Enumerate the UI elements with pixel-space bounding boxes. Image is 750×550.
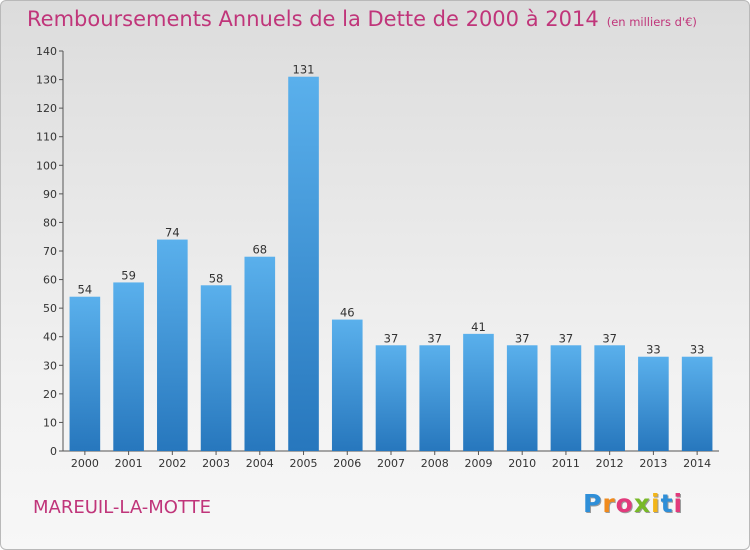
x-tick-label: 2009 (464, 457, 492, 470)
bar (550, 345, 582, 451)
bars (69, 76, 713, 451)
bar (638, 356, 669, 451)
bar (463, 333, 494, 451)
data-label: 46 (340, 306, 355, 320)
x-tick-label: 2005 (290, 457, 318, 470)
location-name: MAREUIL-LA-MOTTE (33, 497, 212, 518)
data-label: 37 (515, 331, 530, 345)
y-axis: 0 10 20 30 40 50 60 70 80 90 100 110 120 130 140 (36, 45, 64, 458)
data-label: 37 (559, 331, 574, 345)
x-tick-label: 2013 (639, 457, 667, 470)
x-tick-label: 2006 (333, 457, 361, 470)
bar (681, 356, 713, 451)
x-tick-label: 2007 (377, 457, 405, 470)
chart-subtitle: (en milliers d'€) (606, 15, 697, 29)
data-label: 41 (471, 320, 486, 334)
bar (419, 345, 451, 451)
bar (594, 345, 625, 451)
data-label: 37 (602, 331, 617, 345)
data-label: 33 (646, 343, 661, 357)
data-label: 68 (252, 243, 267, 257)
x-tick-label: 2001 (115, 457, 143, 470)
bar (200, 285, 232, 451)
value-labels: 54 59 74 58 68 131 46 37 37 41 37 37 37 33 33 (78, 63, 705, 357)
logo-letter: r (602, 489, 616, 518)
chart-title: Remboursements Annuels de la Dette de 20… (27, 7, 599, 31)
bar (331, 319, 363, 451)
bar (506, 345, 538, 451)
bar (375, 345, 407, 451)
y-tick-label: 0 (50, 445, 57, 458)
logo-letter: i (651, 489, 661, 518)
y-tick-label: 60 (43, 274, 57, 287)
data-label: 33 (690, 343, 705, 357)
y-tick-label: 90 (43, 188, 57, 201)
y-tick-label: 100 (36, 159, 57, 172)
logo-letter: t (660, 489, 674, 518)
y-tick-label: 50 (43, 302, 57, 315)
bar (69, 296, 101, 451)
y-tick-label: 130 (36, 74, 57, 87)
logo-letter: x (633, 489, 651, 518)
proxiti-logo: Proxiti (583, 489, 683, 518)
x-tick-label: 2000 (71, 457, 99, 470)
y-tick-label: 120 (36, 102, 57, 115)
logo-letter: o (615, 489, 634, 518)
x-tick-label: 2014 (683, 457, 711, 470)
data-label: 131 (293, 63, 315, 77)
x-tick-label: 2011 (552, 457, 580, 470)
bar (244, 256, 276, 451)
y-tick-label: 20 (43, 388, 57, 401)
x-tick-label: 2002 (158, 457, 186, 470)
x-tick-label: 2010 (508, 457, 536, 470)
data-label: 37 (384, 331, 399, 345)
title-line: Remboursements Annuels de la Dette de 20… (27, 7, 697, 31)
y-tick-label: 40 (43, 331, 57, 344)
y-tick-label: 70 (43, 245, 57, 258)
x-tick-label: 2004 (246, 457, 274, 470)
x-tick-label: 2008 (421, 457, 449, 470)
bar (113, 282, 144, 451)
data-label: 58 (209, 271, 224, 285)
data-label: 74 (165, 226, 180, 240)
x-axis: 2000 2001 2002 2003 2004 2005 2006 2007 2008 2009… (63, 450, 719, 470)
y-tick-label: 140 (36, 45, 57, 58)
x-tick-label: 2003 (202, 457, 230, 470)
data-label: 37 (427, 331, 442, 345)
x-tick-label: 2012 (596, 457, 624, 470)
bar (157, 239, 188, 451)
y-tick-label: 80 (43, 216, 57, 229)
y-tick-label: 110 (36, 131, 57, 144)
data-label: 54 (78, 283, 93, 297)
bar (288, 76, 319, 451)
y-tick-label: 30 (43, 359, 57, 372)
data-label: 59 (121, 268, 136, 282)
logo-letter: P (583, 489, 603, 518)
logo-letter: i (673, 489, 684, 518)
y-tick-label: 10 (43, 416, 57, 429)
